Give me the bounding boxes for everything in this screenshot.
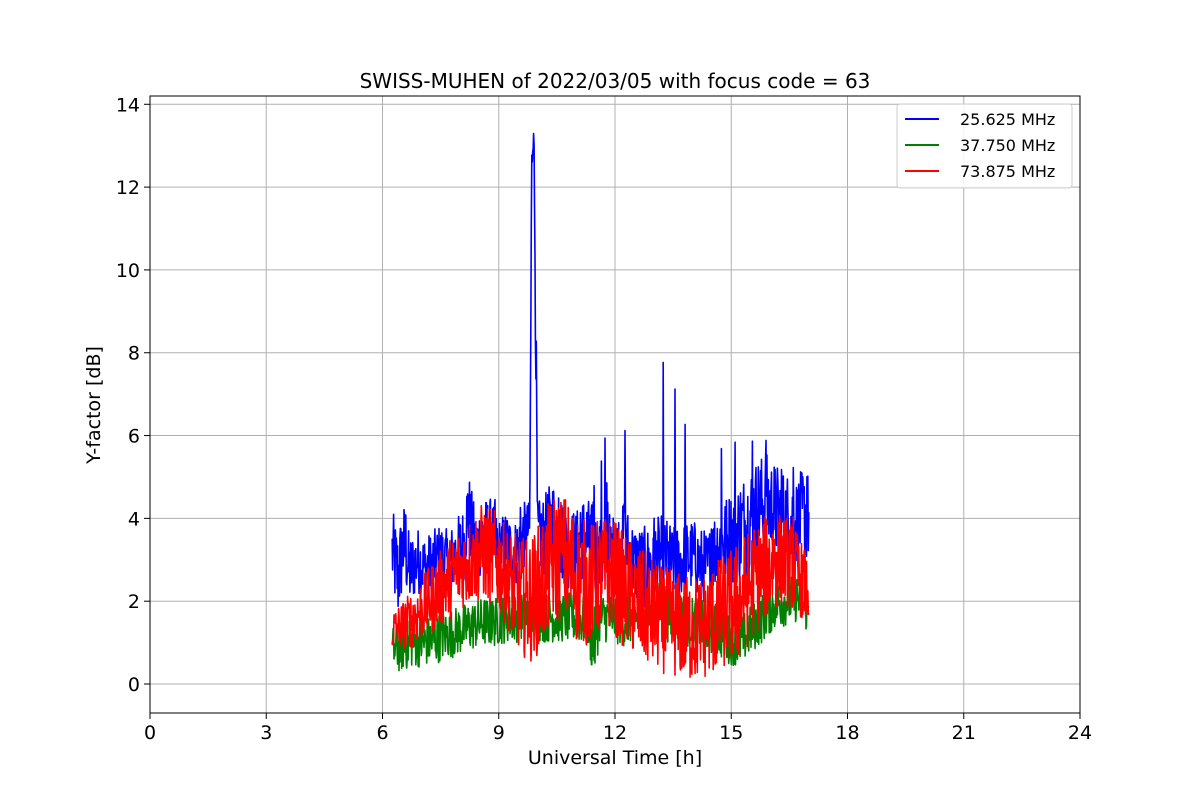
x-axis-label: Universal Time [h] [528, 747, 702, 769]
series-line-73875 [391, 499, 810, 678]
y-tick-label: 14 [116, 94, 140, 116]
y-tick-label: 6 [128, 426, 140, 448]
plot-area [391, 132, 810, 678]
x-tick-label: 24 [1068, 722, 1092, 744]
y-tick-label: 12 [116, 177, 140, 199]
legend: 25.625 MHz 37.750 MHz 73.875 MHz [896, 103, 1073, 189]
y-axis-label: Y-factor [dB] [83, 346, 105, 465]
y-tick-label: 4 [128, 508, 140, 530]
y-tick-label: 0 [128, 674, 140, 696]
chart-title: SWISS-MUHEN of 2022/03/05 with focus cod… [360, 69, 871, 93]
legend-label-37750: 37.750 MHz [960, 136, 1055, 155]
x-tick-label: 0 [144, 722, 156, 744]
y-tick-label: 8 [128, 343, 140, 365]
y-tick-label: 2 [128, 591, 140, 613]
x-tick-label: 21 [952, 722, 976, 744]
x-tick-label: 6 [376, 722, 388, 744]
x-tick-label: 12 [603, 722, 627, 744]
series-line-25625 [391, 132, 810, 608]
legend-label-25625: 25.625 MHz [960, 110, 1055, 129]
legend-frame [896, 103, 1073, 189]
y-tick-label: 10 [116, 260, 140, 282]
x-tick-label: 9 [493, 722, 505, 744]
x-tick-label: 18 [835, 722, 859, 744]
x-tick-label: 15 [719, 722, 743, 744]
legend-label-73875: 73.875 MHz [960, 162, 1055, 181]
x-tick-label: 3 [260, 722, 272, 744]
